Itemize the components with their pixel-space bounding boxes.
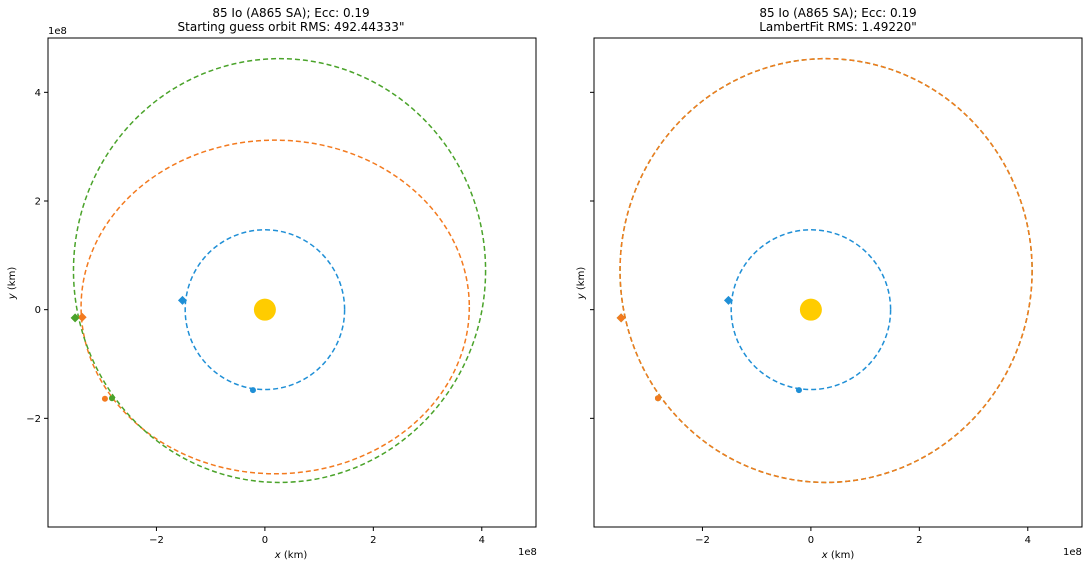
left-plot-title: 85 Io (A865 SA); Ecc: 0.19 bbox=[212, 6, 369, 20]
right-plot-frame bbox=[593, 37, 1083, 528]
left-y-tick-label-3: 4 bbox=[35, 88, 41, 99]
right-position-marker-0 bbox=[723, 295, 733, 305]
left-y-axis-label: y (km) bbox=[7, 267, 18, 301]
left-position-marker-3 bbox=[101, 395, 108, 402]
left-y-tick-label-0: −2 bbox=[26, 414, 41, 425]
right-position-marker-5 bbox=[654, 395, 661, 402]
left-position-marker-5 bbox=[108, 395, 115, 402]
left-x-tick-label-2: 2 bbox=[370, 535, 376, 546]
right-sun-marker bbox=[799, 298, 822, 321]
right-plot-subtitle: LambertFit RMS: 1.49220" bbox=[759, 20, 917, 34]
left-x-tick-label-0: −2 bbox=[149, 535, 164, 546]
right-orbit-0 bbox=[730, 229, 892, 391]
right-x-tick-label-2: 2 bbox=[916, 535, 922, 546]
left-y-exponent: 1e8 bbox=[48, 26, 67, 37]
left-position-marker-4 bbox=[70, 313, 80, 323]
left-y-tick-label-1: 0 bbox=[35, 305, 41, 316]
left-plot-frame bbox=[47, 37, 537, 528]
right-plot-title: 85 Io (A865 SA); Ecc: 0.19 bbox=[759, 6, 916, 20]
right-orbit-1 bbox=[619, 57, 1033, 484]
left-x-exponent: 1e8 bbox=[518, 547, 537, 558]
left-orbit-2 bbox=[72, 57, 487, 484]
right-plot-panel: 85 Io (A865 SA); Ecc: 0.19 LambertFit RM… bbox=[576, 6, 1083, 561]
left-sun-marker bbox=[253, 298, 276, 321]
left-orbit-0 bbox=[184, 229, 346, 391]
right-x-axis-label: x (km) bbox=[821, 550, 855, 561]
left-position-marker-2 bbox=[77, 312, 87, 322]
right-y-axis-label: y (km) bbox=[576, 267, 587, 301]
left-plot-panel: 85 Io (A865 SA); Ecc: 0.19 Starting gues… bbox=[7, 6, 537, 561]
right-x-exponent: 1e8 bbox=[1063, 547, 1082, 558]
right-orbit-2 bbox=[619, 57, 1033, 484]
right-position-marker-1 bbox=[795, 387, 802, 394]
right-x-tick-label-1: 0 bbox=[808, 535, 814, 546]
right-position-marker-4 bbox=[616, 313, 626, 323]
left-position-marker-0 bbox=[177, 295, 187, 305]
right-x-tick-label-3: 4 bbox=[1025, 535, 1031, 546]
left-plot-subtitle: Starting guess orbit RMS: 492.44333" bbox=[178, 20, 405, 34]
left-x-axis-label: x (km) bbox=[274, 550, 308, 561]
left-orbit-1 bbox=[80, 139, 471, 475]
left-position-marker-1 bbox=[249, 387, 256, 394]
left-y-tick-label-2: 2 bbox=[35, 197, 41, 208]
left-x-tick-label-3: 4 bbox=[479, 535, 485, 546]
left-x-tick-label-1: 0 bbox=[262, 535, 268, 546]
right-x-tick-label-0: −2 bbox=[695, 535, 710, 546]
